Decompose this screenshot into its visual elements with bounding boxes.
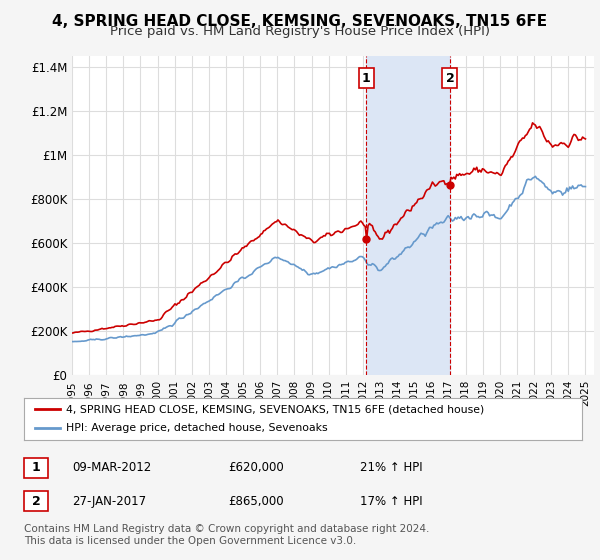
Text: 27-JAN-2017: 27-JAN-2017: [72, 494, 146, 508]
Text: HPI: Average price, detached house, Sevenoaks: HPI: Average price, detached house, Seve…: [66, 423, 328, 433]
Text: 1: 1: [32, 461, 40, 474]
Text: Contains HM Land Registry data © Crown copyright and database right 2024.
This d: Contains HM Land Registry data © Crown c…: [24, 524, 430, 546]
Text: £620,000: £620,000: [228, 461, 284, 474]
Text: 17% ↑ HPI: 17% ↑ HPI: [360, 494, 422, 508]
Text: £865,000: £865,000: [228, 494, 284, 508]
Text: 4, SPRING HEAD CLOSE, KEMSING, SEVENOAKS, TN15 6FE: 4, SPRING HEAD CLOSE, KEMSING, SEVENOAKS…: [52, 14, 548, 29]
Text: 09-MAR-2012: 09-MAR-2012: [72, 461, 151, 474]
Text: 4, SPRING HEAD CLOSE, KEMSING, SEVENOAKS, TN15 6FE (detached house): 4, SPRING HEAD CLOSE, KEMSING, SEVENOAKS…: [66, 404, 484, 414]
Bar: [366, 56, 450, 375]
Text: 2: 2: [446, 72, 454, 85]
Text: 21% ↑ HPI: 21% ↑ HPI: [360, 461, 422, 474]
Text: Price paid vs. HM Land Registry's House Price Index (HPI): Price paid vs. HM Land Registry's House …: [110, 25, 490, 38]
Text: 1: 1: [362, 72, 371, 85]
Text: 2: 2: [32, 494, 40, 508]
